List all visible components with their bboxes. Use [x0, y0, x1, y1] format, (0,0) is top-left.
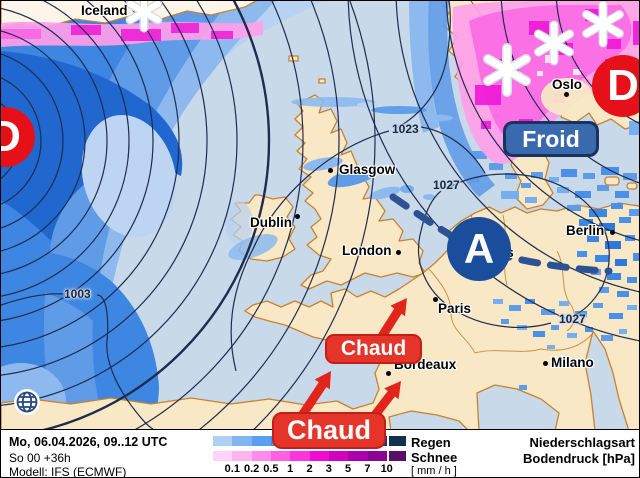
snow-scale-segment: [367, 451, 387, 461]
adriatic-sea: [584, 330, 630, 429]
snow-scale-segment: [232, 451, 252, 461]
snow-scale-segment: [328, 451, 349, 461]
snow-scale-segment: [251, 451, 271, 461]
legend-tick: 3: [325, 463, 332, 475]
snowflake-icon: [125, 1, 163, 33]
snow-scale-segment: [309, 451, 329, 461]
city-dot-paris: [433, 297, 438, 302]
city-label-oslo: Oslo: [552, 77, 583, 92]
iceland-snow: [1, 21, 263, 47]
snow-scale-segment: [290, 451, 310, 461]
map-canvas: 1023 1027 1027 1003 Iceland Glasgow Dubl…: [1, 1, 639, 429]
model-name-text: Modell: IFS (ECMWF): [9, 465, 127, 478]
city-dot-london: [396, 250, 401, 255]
snow-scale-segment: [348, 451, 368, 461]
atlantic-low-isobars: [1, 1, 376, 429]
isobar-label-1027: 1027: [433, 178, 460, 192]
legend-tick: 7: [364, 463, 371, 475]
region-label-iceland: Iceland: [81, 3, 128, 18]
legend-tick: 5: [345, 463, 352, 475]
city-label-milano: Milano: [551, 355, 594, 370]
precip-type-title: Niederschlagsart: [529, 435, 636, 450]
city-dot-dublin: [295, 214, 300, 219]
high-pressure-badge: A: [447, 217, 511, 281]
isobar-1003: [1, 293, 154, 429]
rain-legend-label: Regen: [411, 435, 451, 450]
legend-tick: 2: [306, 463, 313, 475]
rain-scale-segment: [251, 436, 271, 446]
orkney-island: [318, 78, 326, 84]
snowflake-icon: [582, 1, 624, 48]
legend-tick: 0.5: [263, 463, 279, 475]
city-label-glasgow: Glasgow: [339, 162, 396, 177]
warm-air-label: Chaud: [272, 412, 386, 449]
snow-scale-segment: [213, 451, 233, 461]
snow-scale-max-swatch: [389, 451, 406, 461]
city-dot-oslo: [564, 92, 569, 97]
isobar-1027-loop: [417, 173, 610, 328]
isobar-label-1003: 1003: [64, 287, 91, 301]
rain-scale-max-swatch: [389, 436, 406, 446]
legend-unit-label: [ mm / h ]: [411, 465, 457, 477]
cold-air-label: Froid: [503, 121, 599, 157]
pressure-title: Bodendruck [hPa]: [523, 451, 635, 466]
baltic-island: [604, 176, 620, 186]
legend-tick: 0.1: [224, 463, 240, 475]
globe-icon: [14, 389, 40, 415]
snowflakes: [125, 1, 624, 97]
isobar-1023: [230, 1, 486, 372]
city-label-paris: Paris: [438, 301, 472, 316]
ligurian-sea: [476, 384, 560, 429]
low-pressure-badge: D: [592, 55, 639, 117]
gulf-of-lion: [388, 410, 468, 429]
great-britain-landmass: [294, 94, 426, 290]
city-label-berlin: Berlin: [566, 223, 605, 238]
snowflake-icon: [533, 20, 575, 66]
baltic-island: [626, 182, 638, 190]
rain-scale-segment: [213, 436, 233, 446]
city-dot-berlin: [610, 230, 615, 235]
snowflake-icon: [482, 43, 532, 97]
city-label-london: London: [342, 243, 392, 258]
legend-tick: 1: [287, 463, 294, 475]
snow-scale-segment: [270, 451, 291, 461]
isobar-label-1023: 1023: [392, 122, 419, 136]
city-dot-bordeaux: [386, 371, 391, 376]
warm-arrow: [296, 371, 331, 422]
model-run-text: So 00 +36h: [9, 451, 71, 465]
city-label-dublin: Dublin: [250, 215, 292, 230]
isobar-label-1027-alps: 1027: [559, 312, 586, 326]
legend-tick: 0.2: [243, 463, 260, 475]
warm-arrow: [370, 381, 401, 420]
snow-legend-label: Schnee: [411, 450, 458, 465]
continent-showers: [493, 167, 639, 390]
city-dot-milano: [543, 361, 548, 366]
snow-intensity-scale: [213, 451, 387, 461]
isobars: [1, 1, 639, 429]
datetime-text: Mo, 06.04.2026, 09..12 UTC: [9, 435, 168, 449]
rain-scale-segment: [232, 436, 252, 446]
warm-air-label: Chaud: [325, 334, 422, 364]
legend-tick: 10: [380, 463, 393, 475]
atlantic-precipitation: [1, 1, 323, 429]
legend-tick-values: 0.1 0.2 0.5 1 2 3 5 7 10: [213, 463, 413, 476]
city-dot-glasgow: [328, 168, 333, 173]
